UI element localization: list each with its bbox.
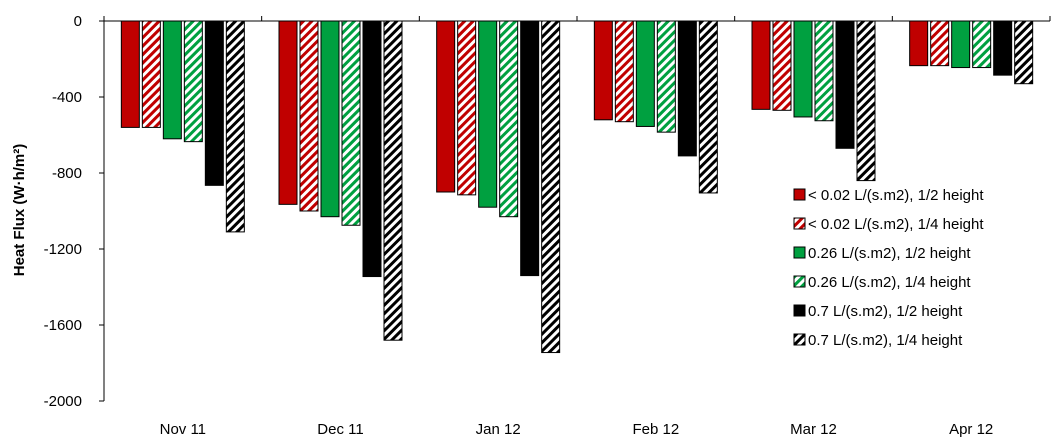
bar	[383, 20, 403, 341]
legend-label: 0.26 L/(s.m2), 1/4 height	[808, 274, 971, 291]
bar	[909, 20, 929, 67]
bar	[204, 20, 224, 186]
legend-label: < 0.02 L/(s.m2), 1/4 height	[808, 216, 984, 233]
y-tick-label: -1200	[44, 241, 82, 258]
bar	[614, 20, 634, 123]
legend-swatch	[793, 275, 806, 288]
y-tick-label: 0	[74, 13, 82, 30]
bar	[499, 20, 519, 218]
bar	[320, 20, 340, 218]
bar	[520, 20, 540, 277]
y-tick-label: -1600	[44, 317, 82, 334]
bar	[341, 20, 361, 226]
legend-label: 0.7 L/(s.m2), 1/2 height	[808, 303, 963, 320]
x-category-label: Feb 12	[632, 421, 679, 438]
bar	[162, 20, 182, 140]
bar	[278, 20, 298, 205]
x-category-label: Mar 12	[790, 421, 837, 438]
bar	[183, 20, 203, 143]
bar	[793, 20, 813, 118]
y-tick-label: -400	[52, 89, 82, 106]
bar	[541, 20, 561, 354]
legend-swatch	[793, 188, 806, 201]
legend-label: 0.7 L/(s.m2), 1/4 height	[808, 332, 963, 349]
bar	[856, 20, 876, 182]
x-category-label: Dec 11	[317, 421, 363, 438]
y-tick-label: -2000	[44, 393, 82, 410]
legend-label: < 0.02 L/(s.m2), 1/2 height	[808, 187, 984, 204]
bar	[814, 20, 834, 122]
y-axis-title: Heat Flux (W·h/m²)	[11, 144, 28, 277]
bar	[436, 20, 456, 193]
legend-swatch	[793, 246, 806, 259]
bar	[835, 20, 855, 149]
bar	[299, 20, 319, 212]
bars-group	[120, 20, 1034, 354]
legend: < 0.02 L/(s.m2), 1/2 height < 0.02 L/(s.m…	[793, 187, 984, 349]
bar	[677, 20, 697, 157]
x-category-label: Nov 11	[160, 421, 206, 438]
bar	[1014, 20, 1034, 85]
legend-swatch	[793, 333, 806, 346]
bar	[772, 20, 792, 111]
bar	[656, 20, 676, 133]
bar	[141, 20, 161, 128]
bar	[930, 20, 950, 67]
bar	[362, 20, 382, 278]
legend-swatch	[793, 217, 806, 230]
legend-label: 0.26 L/(s.m2), 1/2 height	[808, 245, 971, 262]
axes-group: 0 -400 -800 -1200 -1600 -2000 Nov 11 Dec 11 Jan …	[44, 13, 1051, 438]
bar	[225, 20, 245, 233]
bar	[972, 20, 992, 69]
bar	[120, 20, 140, 128]
bar	[951, 20, 971, 69]
bar	[593, 20, 613, 121]
x-category-label: Jan 12	[476, 421, 521, 438]
bar	[993, 20, 1013, 76]
bar	[635, 20, 655, 127]
y-tick-label: -800	[52, 165, 82, 182]
bar	[478, 20, 498, 208]
bar	[751, 20, 771, 110]
x-category-label: Apr 12	[949, 421, 993, 438]
bar	[457, 20, 477, 196]
legend-swatch	[793, 304, 806, 317]
bar	[698, 20, 718, 194]
